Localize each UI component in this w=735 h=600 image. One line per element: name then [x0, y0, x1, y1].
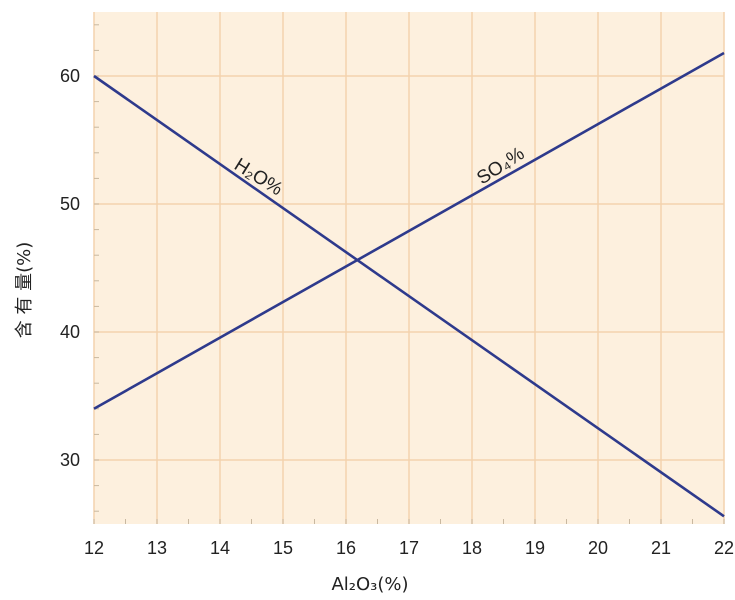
- x-tick-label: 20: [588, 538, 608, 558]
- x-tick-label: 13: [147, 538, 167, 558]
- x-tick-labels: 12 13 14 15 16 17 18 19 20 21 22: [84, 538, 734, 558]
- series-line-1: [93, 51, 725, 410]
- x-tick-label: 16: [336, 538, 356, 558]
- horizontal-gridlines: [94, 75, 724, 461]
- axis-tick-marks: [93, 24, 725, 524]
- x-tick-label: 19: [525, 538, 545, 558]
- y-tick-labels: 30 40 50 60: [60, 66, 80, 470]
- series-line-0: [93, 74, 725, 518]
- x-tick-label: 18: [462, 538, 482, 558]
- y-axis-title: 含 有 量(%): [14, 242, 35, 339]
- x-tick-label: 12: [84, 538, 104, 558]
- x-tick-label: 17: [399, 538, 419, 558]
- y-tick-label: 30: [60, 450, 80, 470]
- y-tick-label: 50: [60, 194, 80, 214]
- vertical-gridlines: [93, 12, 725, 524]
- series-lines: [93, 51, 725, 518]
- y-tick-label: 40: [60, 322, 80, 342]
- x-tick-label: 15: [273, 538, 293, 558]
- x-tick-label: 14: [210, 538, 230, 558]
- x-tick-label: 22: [714, 538, 734, 558]
- x-axis-title: Al₂O₃(%): [331, 574, 408, 595]
- x-tick-label: 21: [651, 538, 671, 558]
- y-tick-label: 60: [60, 66, 80, 86]
